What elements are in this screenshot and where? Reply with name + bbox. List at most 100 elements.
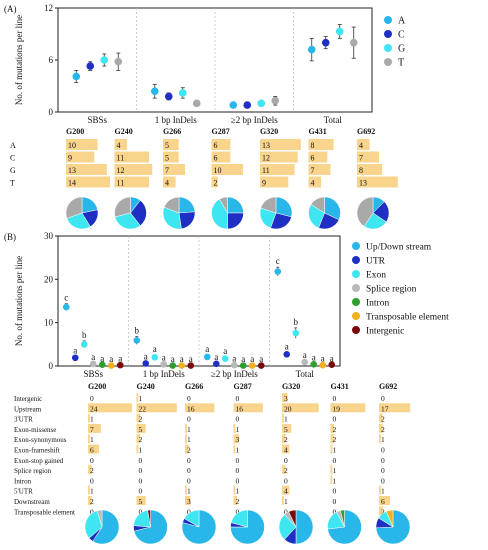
panel-b-table-bar xyxy=(379,403,411,413)
panel-b-significance-letter: a xyxy=(144,352,148,362)
panel-b-table-bar xyxy=(185,496,191,505)
panel-a-point xyxy=(257,99,266,108)
panel-b-significance-letter: c xyxy=(276,256,280,266)
panel-b-table-value: 0 xyxy=(236,394,240,403)
panel-b-line-header: G692 xyxy=(379,382,397,391)
panel-b-point xyxy=(187,362,195,369)
panel-b-row-label: Exon-frameshift xyxy=(14,447,60,455)
panel-b-line-header: G431 xyxy=(331,382,349,391)
panel-b-table-value: 3 xyxy=(187,497,191,506)
panel-a-legend-marker xyxy=(384,58,392,66)
panel-b-table-bar xyxy=(233,423,236,433)
panel-b-table-bar xyxy=(379,496,390,505)
panel-b-row-label: 3'UTR xyxy=(14,416,33,424)
panel-b-table-value: 2 xyxy=(381,507,385,516)
panel-a-pie-slice xyxy=(178,196,196,214)
panel-b-table-bar xyxy=(233,496,238,505)
panel-b-y-tick-label: 10 xyxy=(44,318,54,328)
panel-b-table-value: 5 xyxy=(139,497,143,506)
panel-b-point xyxy=(239,362,247,369)
panel-b-point xyxy=(212,360,220,368)
panel-a-row-label: G xyxy=(10,166,16,175)
panel-a-table-bar xyxy=(357,151,379,163)
panel-b-point xyxy=(178,362,186,369)
panel-a-label: (A) xyxy=(4,4,17,14)
panel-b-legend-marker xyxy=(352,270,360,278)
panel-b-table-value: 5 xyxy=(284,425,288,434)
panel-b-table-bar xyxy=(185,444,189,454)
panel-a-table-bar xyxy=(114,139,128,150)
panel-a-y-tick-label: 6 xyxy=(49,55,54,65)
panel-b-table-value: 4 xyxy=(284,446,288,455)
panel-b-point xyxy=(230,361,238,369)
panel-b-significance-letter: a xyxy=(100,353,104,363)
panel-a-point xyxy=(72,72,81,81)
panel-b-table-value: 6 xyxy=(381,497,385,506)
panel-b-table-bar xyxy=(282,434,286,444)
panel-a-table-bar xyxy=(357,176,398,188)
panel-a-table-bar xyxy=(308,176,322,188)
panel-b-row-label: Upstream xyxy=(14,405,42,413)
panel-b-pie-slice xyxy=(340,509,345,528)
panel-a-pie-slice xyxy=(162,206,182,230)
panel-a-pie-slice xyxy=(211,198,228,230)
panel-b-table-bar xyxy=(136,423,146,433)
panel-a-table-value: 11 xyxy=(262,166,270,175)
panel-a-table-value: 13 xyxy=(68,166,76,175)
panel-a-category-label: SBSs xyxy=(87,115,107,125)
panel-b-line-header: G320 xyxy=(282,382,300,391)
panel-b-table-value: 0 xyxy=(187,394,191,403)
panel-b-table-bar xyxy=(233,485,236,495)
panel-a-pie-slice xyxy=(178,211,196,230)
panel-a-line-header: G266 xyxy=(163,127,181,136)
panel-a-table-value: 10 xyxy=(68,141,76,150)
panel-b-table-bar xyxy=(185,423,187,433)
panel-b-table-value: 0 xyxy=(236,507,240,516)
panel-b-table-bar xyxy=(282,496,284,505)
panel-b-point xyxy=(160,360,168,368)
panel-a-table-bar xyxy=(66,151,95,163)
panel-b-table-bar xyxy=(185,403,215,413)
panel-b-table-value: 1 xyxy=(187,425,191,434)
panel-b-legend-label: Intergenic xyxy=(366,327,404,337)
panel-b-point xyxy=(203,353,211,361)
panel-b-y-tick-label: 20 xyxy=(44,274,54,284)
panel-b-table-bar xyxy=(88,485,90,495)
panel-b-table-bar xyxy=(233,403,263,413)
panel-b-table-value: 2 xyxy=(333,425,337,434)
panel-b-table-value: 1 xyxy=(284,497,288,506)
panel-b-line-header: G287 xyxy=(234,382,252,391)
panel-b-table-bar xyxy=(330,403,366,413)
panel-b-line-header: G266 xyxy=(185,382,203,391)
panel-b-table-value: 2 xyxy=(139,415,143,424)
panel-b-table-value: 2 xyxy=(284,466,288,475)
panel-a-line-header: G240 xyxy=(115,127,133,136)
panel-a-table-bar xyxy=(114,151,150,163)
panel-b-table-value: 1 xyxy=(381,487,385,496)
panel-a-table-bar xyxy=(357,164,383,175)
panel-b-point xyxy=(221,355,229,362)
panel-b-significance-letter: a xyxy=(91,352,95,362)
panel-a-point xyxy=(192,99,201,108)
panel-a-point xyxy=(243,101,252,109)
panel-b-table-value: 1 xyxy=(284,415,288,424)
panel-b-table-value: 1 xyxy=(90,435,94,444)
panel-b-table-bar xyxy=(185,485,187,495)
panel-a-pie-slice xyxy=(114,212,141,230)
panel-b-table-bar xyxy=(330,423,335,433)
panel-a-table-bar xyxy=(163,139,179,150)
panel-b-pie-slice xyxy=(96,509,103,528)
panel-b-table-value: 1 xyxy=(236,446,240,455)
panel-a-pie-slice xyxy=(65,196,83,219)
panel-b-row-label: Exon-missense xyxy=(14,426,56,434)
panel-b-table-value: 2 xyxy=(381,425,385,434)
panel-b-significance-letter: a xyxy=(321,354,325,364)
panel-b-legend-marker xyxy=(352,256,360,264)
panel-b-table-bar xyxy=(379,485,381,495)
panel-a-table-bar xyxy=(163,151,179,163)
panel-b-table-value: 0 xyxy=(284,476,288,485)
panel-a-category-label: Total xyxy=(324,115,343,125)
panel-a-pie-slice xyxy=(310,196,325,214)
panel-a-table-bar xyxy=(211,139,231,150)
panel-b-point xyxy=(80,341,88,348)
